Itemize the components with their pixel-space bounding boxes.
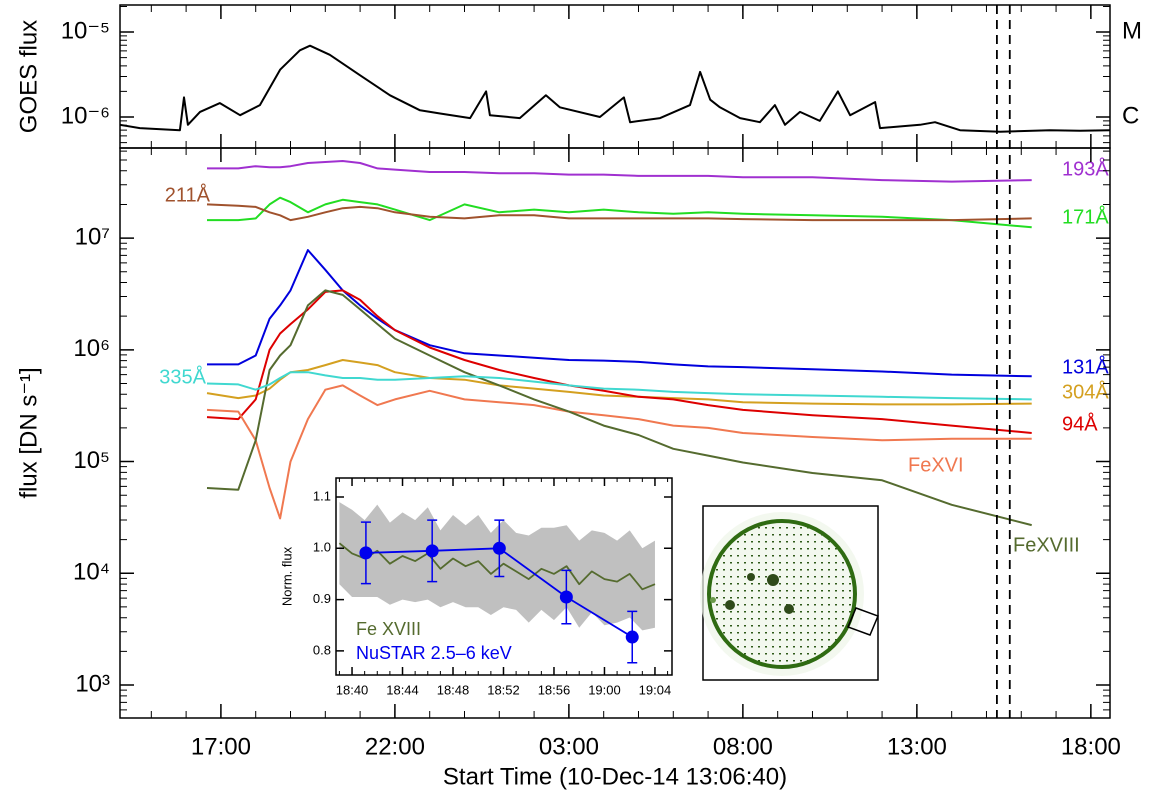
series-line xyxy=(338,542,656,591)
y-tick-label: 10³ xyxy=(75,670,110,697)
series-label: 335Å xyxy=(159,365,206,388)
marker xyxy=(559,590,573,604)
y-tick-label: 10⁻⁵ xyxy=(61,17,110,44)
panel: 10⁻⁵ 10⁻⁶ M C GOES flux xyxy=(15,4,1142,149)
series-line xyxy=(206,203,1032,222)
legend-entry: Fe XVIII xyxy=(356,619,421,639)
y-minor-ticks xyxy=(120,150,1110,711)
x-tick-label: 08:00 xyxy=(713,733,773,760)
x-minor-ticks xyxy=(338,478,669,675)
series-line xyxy=(207,196,1032,229)
x-tick-label: 18:52 xyxy=(487,682,520,697)
x-minor-ticks xyxy=(150,148,1092,718)
x-axis-title: Start Time (10-Dec-14 13:06:40) xyxy=(443,763,787,790)
y-tick-label: 10⁶ xyxy=(73,335,110,362)
series-label: 94Å xyxy=(1062,412,1098,435)
marker xyxy=(359,546,373,560)
y-tick-label: 1.1 xyxy=(313,488,331,503)
series-label: 171Å xyxy=(1062,205,1109,228)
x-minor-ticks xyxy=(150,5,1092,148)
x-tick-label: 19:00 xyxy=(588,682,621,697)
x-tick-label: 22:00 xyxy=(365,733,425,760)
x-tick-label: 18:40 xyxy=(336,682,369,697)
series-label: 193Å xyxy=(1062,157,1109,180)
series-line xyxy=(206,384,1032,520)
y-axis-title: Norm. flux xyxy=(279,546,294,606)
series-line xyxy=(207,160,1032,183)
y-tick-label: 0.8 xyxy=(313,642,331,657)
x-tick-label: 18:48 xyxy=(437,682,470,697)
x-tick-label: 18:00 xyxy=(1061,733,1121,760)
panel: Fe XVIII NuSTAR 2.5–6 keV 0.8 0.9 1.0 1.1 18:4… xyxy=(279,477,673,697)
series-line xyxy=(206,289,1032,527)
x-tick-label: 17:00 xyxy=(191,733,251,760)
x-tick-label: 18:56 xyxy=(538,682,571,697)
plot-area xyxy=(120,44,1110,133)
y-tick-label: 0.9 xyxy=(313,591,331,606)
y-tick-label: 10⁵ xyxy=(73,447,110,474)
y-tick-label: 10⁷ xyxy=(75,223,110,250)
axes-frame xyxy=(119,4,1111,149)
series-label: FeXVI xyxy=(908,454,964,476)
right-label: M xyxy=(1122,17,1142,44)
legend-entry: NuSTAR 2.5–6 keV xyxy=(356,643,512,663)
y-axis-title: GOES flux xyxy=(15,20,42,133)
series-label: FeXVIII xyxy=(1013,534,1080,556)
series-line xyxy=(120,44,1110,133)
x-tick-label: 03:00 xyxy=(539,733,599,760)
error-band xyxy=(339,502,655,631)
marker xyxy=(492,541,506,555)
y-minor-ticks xyxy=(120,5,1110,144)
y-axis-title: flux [DN s⁻¹] xyxy=(15,367,42,498)
right-label: C xyxy=(1122,102,1139,129)
y-tick-label: 10⁴ xyxy=(73,559,110,586)
y-tick-label: 1.0 xyxy=(313,540,331,555)
series-label: 131Å xyxy=(1062,355,1109,378)
series-line xyxy=(206,371,1032,401)
x-tick-label: 19:04 xyxy=(639,682,672,697)
axes-frame xyxy=(119,147,1111,719)
plot-area xyxy=(206,160,1032,527)
series-line xyxy=(207,249,1032,378)
series-line xyxy=(206,359,1032,406)
series-line xyxy=(206,289,1032,434)
marker xyxy=(425,544,439,558)
series-label: 304Å xyxy=(1062,380,1109,403)
x-tick-label: 13:00 xyxy=(887,733,947,760)
series-label: 211Å xyxy=(165,183,211,206)
y-tick-label: 10⁻⁶ xyxy=(61,102,110,129)
marker xyxy=(625,630,639,644)
sun-image-inset xyxy=(700,505,879,681)
x-tick-label: 18:44 xyxy=(386,682,419,697)
